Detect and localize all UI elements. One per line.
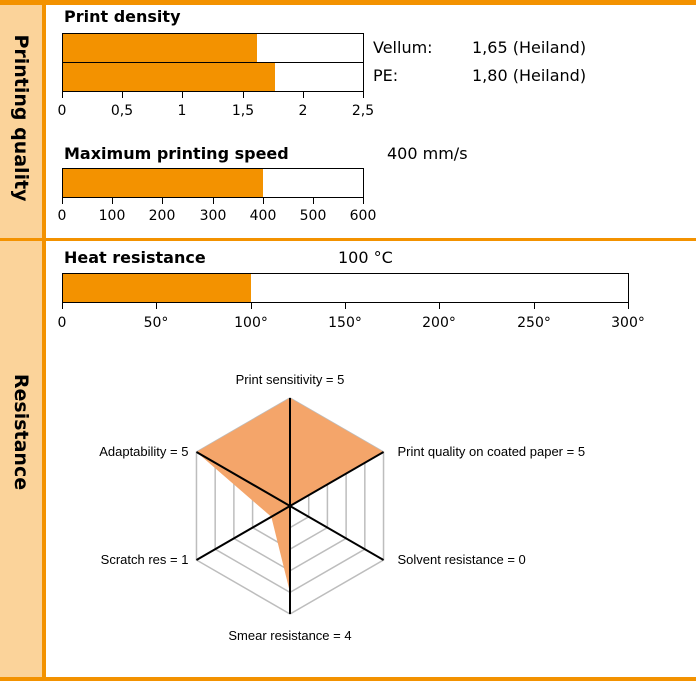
radar-axis-line — [195, 505, 291, 561]
printing-speed-tick-label: 600 — [349, 208, 377, 224]
value-label-pe: 1,80 (Heiland) — [472, 66, 587, 85]
printing-speed-tick — [363, 198, 364, 204]
bottom-border — [0, 677, 696, 681]
print-density-fill-vellum — [63, 34, 258, 62]
heat-resistance-tick-label: 250° — [517, 315, 551, 331]
heat-resistance-tick — [439, 303, 440, 309]
print-density-fill-pe — [63, 63, 276, 91]
heat-resistance-fill — [63, 274, 252, 302]
print-density-tick-label: 1,5 — [231, 103, 255, 119]
section-sidebar — [0, 5, 42, 677]
radar-axis-line — [289, 505, 385, 561]
printing-speed-tick — [62, 198, 63, 204]
printing-speed-tick-label: 200 — [148, 208, 176, 224]
heat-resistance-title: Heat resistance — [64, 248, 206, 267]
heat-resistance-value-label: 100 °C — [338, 248, 393, 267]
heat-resistance-tick — [62, 303, 63, 309]
printing-speed-tick-label: 0 — [57, 208, 67, 224]
heat-resistance-tick-label: 100° — [234, 315, 268, 331]
heat-resistance-tick — [345, 303, 346, 309]
print-density-tick — [62, 92, 63, 98]
heat-resistance-tick — [156, 303, 157, 309]
printing-speed-tick — [162, 198, 163, 204]
radar-axis-label: Print quality on coated paper = 5 — [398, 444, 586, 459]
heat-resistance-tick — [628, 303, 629, 309]
section-divider — [0, 238, 696, 241]
heat-resistance-bar — [62, 273, 629, 303]
print-density-tick-label: 2,5 — [351, 103, 375, 119]
category-label-vellum: Vellum: — [373, 38, 433, 57]
radar-axis-label: Smear resistance = 4 — [228, 628, 351, 643]
value-label-vellum: 1,65 (Heiland) — [472, 38, 587, 57]
radar-axis-label: Solvent resistance = 0 — [398, 552, 526, 567]
printing-speed-tick — [112, 198, 113, 204]
print-density-tick — [122, 92, 123, 98]
print-density-tick — [182, 92, 183, 98]
printing-speed-bar — [62, 168, 364, 198]
sidebar-divider — [42, 5, 46, 677]
print-density-title: Print density — [64, 7, 181, 26]
radar-axis-label: Adaptability = 5 — [99, 444, 188, 459]
heat-resistance-tick-label: 300° — [611, 315, 645, 331]
print-density-tick-label: 2 — [298, 103, 308, 119]
print-density-tick — [243, 92, 244, 98]
print-density-tick — [363, 92, 364, 98]
radar-axis-label: Print sensitivity = 5 — [236, 372, 345, 387]
heat-resistance-tick — [251, 303, 252, 309]
printing-speed-tick — [263, 198, 264, 204]
printing-speed-tick-label: 100 — [98, 208, 126, 224]
printing-speed-tick-label: 300 — [199, 208, 227, 224]
printing-speed-tick — [313, 198, 314, 204]
category-label-pe: PE: — [373, 66, 399, 85]
printing-speed-title: Maximum printing speed — [64, 144, 289, 163]
heat-resistance-tick-label: 50° — [143, 315, 169, 331]
printing-speed-fill — [63, 169, 263, 197]
printing-speed-tick — [213, 198, 214, 204]
radar-axis-label: Scratch res = 1 — [101, 552, 189, 567]
heat-resistance-tick-label: 200° — [422, 315, 456, 331]
printing-speed-tick-label: 400 — [249, 208, 277, 224]
radar-axis-line — [195, 451, 291, 507]
heat-resistance-tick-label: 150° — [328, 315, 362, 331]
heat-resistance-tick-label: 0 — [57, 315, 67, 331]
printing-speed-value-label: 400 mm/s — [387, 144, 468, 163]
print-density-tick-label: 0 — [57, 103, 67, 119]
top-border — [0, 0, 696, 5]
print-density-tick — [303, 92, 304, 98]
print-density-bar-pe — [62, 62, 364, 92]
heat-resistance-tick — [534, 303, 535, 309]
print-density-tick-label: 1 — [177, 103, 187, 119]
printing-speed-tick-label: 500 — [299, 208, 327, 224]
print-density-tick-label: 0,5 — [110, 103, 134, 119]
radar-axis-line — [289, 451, 385, 507]
